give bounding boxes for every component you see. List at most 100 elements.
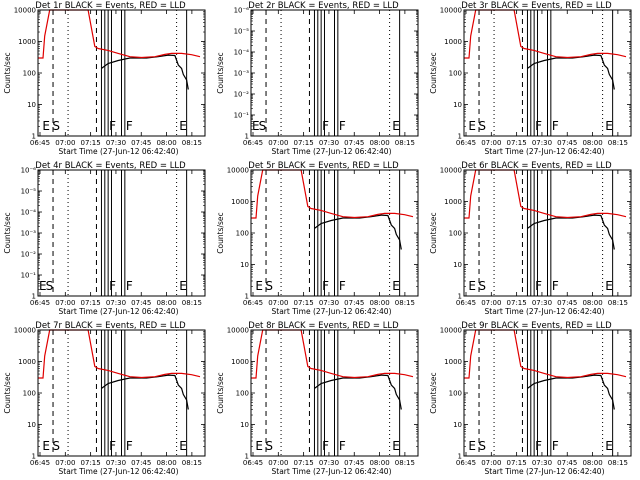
y-tick-label: 1000 [444, 358, 462, 366]
annotation-label: F [322, 279, 329, 293]
x-tick-label: 07:45 [557, 459, 577, 467]
x-tick-label: 08:00 [582, 459, 602, 467]
y-tick-label: 10000 [227, 167, 249, 175]
x-tick-label: 08:00 [582, 139, 602, 147]
y-axis-label: Counts/sec [3, 52, 12, 93]
chart-panel-4: Det 4r BLACK = Events, RED = LLD 1 10⁻¹ 10⁻… [3, 161, 206, 316]
x-tick-label: 06:45 [456, 299, 476, 307]
plot-frame [463, 169, 632, 297]
x-tick-label: 08:15 [395, 299, 415, 307]
x-tick-label: 06:45 [30, 299, 50, 307]
annotation-label: E [255, 279, 263, 293]
annotation-label: E [252, 119, 260, 133]
y-tick-label: 10⁻¹ [21, 272, 37, 280]
annotation-label: S [46, 279, 54, 293]
x-axis-label: Start Time (27-Jun-12 06:42:40) [59, 467, 179, 476]
series-line-red [251, 169, 414, 219]
annotation-label: F [126, 119, 133, 133]
y-tick-label: 10 [453, 421, 462, 429]
y-tick-label: 10⁻³ [21, 230, 37, 238]
annotation-label: E [179, 119, 187, 133]
x-tick-label: 08:15 [182, 139, 202, 147]
x-axis-label: Start Time (27-Jun-12 06:42:40) [272, 467, 392, 476]
series-line-black [314, 374, 402, 410]
x-tick-label: 07:30 [106, 139, 126, 147]
y-axis-label: Counts/sec [3, 212, 12, 253]
series-line-red [464, 9, 627, 59]
annotation-label: E [392, 279, 400, 293]
y-tick-label: 10 [453, 101, 462, 109]
y-tick-label: 10 [27, 101, 36, 109]
annotation-label: F [109, 119, 116, 133]
y-tick-label: 100 [23, 70, 36, 78]
x-tick-label: 07:45 [131, 459, 151, 467]
x-tick-label: 08:00 [156, 139, 176, 147]
x-tick-label: 07:30 [319, 139, 339, 147]
y-tick-label: 10000 [440, 167, 462, 175]
annotation-label: F [109, 279, 116, 293]
annotation-label: E [39, 279, 47, 293]
chart-title: Det 5r BLACK = Events, RED = LLD [248, 161, 399, 171]
plot-frame [463, 9, 632, 137]
y-tick-label: 100 [23, 390, 36, 398]
y-tick-label: 10000 [14, 7, 36, 15]
x-tick-label: 07:15 [81, 459, 101, 467]
x-tick-label: 08:15 [608, 299, 628, 307]
y-tick-label: 100 [449, 390, 462, 398]
series-line-black [101, 374, 189, 410]
y-tick-label: 1 [458, 133, 462, 141]
y-tick-label: 1000 [231, 358, 249, 366]
x-tick-label: 06:45 [456, 459, 476, 467]
x-tick-label: 07:45 [131, 139, 151, 147]
y-tick-label: 10⁻⁵ [234, 28, 250, 36]
x-tick-label: 06:45 [243, 139, 263, 147]
x-tick-label: 08:00 [369, 459, 389, 467]
chart-panel-3: Det 3r BLACK = Events, RED = LLD 1 10 100 10… [429, 1, 632, 156]
annotation-label: S [478, 279, 486, 293]
series-line-red [251, 329, 414, 379]
annotation-label: F [535, 119, 542, 133]
x-tick-label: 08:00 [369, 299, 389, 307]
x-tick-label: 08:00 [156, 299, 176, 307]
annotation-label: F [339, 439, 346, 453]
series-line-black [527, 374, 615, 410]
annotation-label: S [259, 119, 267, 133]
x-tick-label: 08:00 [582, 299, 602, 307]
y-tick-label: 10⁻¹ [234, 112, 250, 120]
series-line-red [464, 329, 627, 379]
y-tick-label: 10⁻² [234, 91, 250, 99]
annotation-label: E [468, 279, 476, 293]
y-tick-label: 100 [236, 230, 249, 238]
x-axis-label: Start Time (27-Jun-12 06:42:40) [485, 467, 605, 476]
y-axis-label: Counts/sec [216, 372, 225, 413]
x-tick-label: 07:00 [268, 139, 288, 147]
y-axis-label: Counts/sec [3, 372, 12, 413]
y-axis-label: Counts/sec [216, 212, 225, 253]
x-tick-label: 08:00 [369, 139, 389, 147]
y-tick-label: 1 [245, 293, 249, 301]
annotation-label: E [605, 119, 613, 133]
series-line-black [527, 214, 615, 250]
y-tick-label: 1000 [444, 38, 462, 46]
plot-frame [37, 329, 206, 457]
y-axis-label: Counts/sec [216, 52, 225, 93]
annotation-label: S [265, 279, 273, 293]
x-axis-label: Start Time (27-Jun-12 06:42:40) [485, 147, 605, 156]
annotation-label: S [52, 119, 60, 133]
x-tick-label: 07:15 [507, 459, 527, 467]
chart-title: Det 2r BLACK = Events, RED = LLD [248, 1, 399, 11]
y-tick-label: 1 [245, 453, 249, 461]
x-tick-label: 08:00 [156, 459, 176, 467]
series-line-red [38, 9, 201, 59]
x-tick-label: 07:00 [481, 299, 501, 307]
y-axis-label: Counts/sec [429, 52, 438, 93]
x-tick-label: 07:45 [131, 299, 151, 307]
annotation-label: E [179, 279, 187, 293]
y-tick-label: 10⁻³ [234, 70, 250, 78]
annotation-label: S [52, 439, 60, 453]
x-tick-label: 06:45 [456, 139, 476, 147]
y-tick-label: 1000 [18, 38, 36, 46]
x-tick-label: 07:00 [55, 299, 75, 307]
series-line-black [314, 214, 402, 250]
